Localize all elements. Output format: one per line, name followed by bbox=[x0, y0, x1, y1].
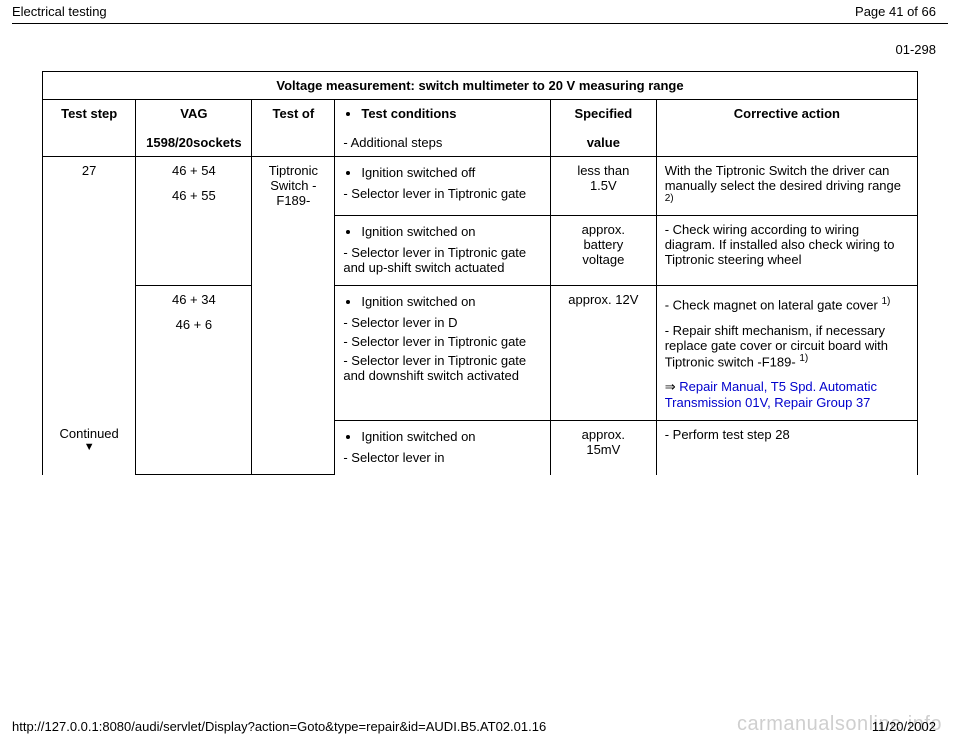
col-test-step: Test step bbox=[43, 100, 136, 157]
spec-r4a: approx. bbox=[559, 427, 648, 442]
col-corr: Corrective action bbox=[656, 100, 917, 157]
corr-r3-2: - Repair shift mechanism, if necessary r… bbox=[665, 323, 888, 369]
repair-manual-link[interactable]: Repair Manual, T5 Spd. Automatic Transmi… bbox=[665, 379, 877, 410]
table-title: Voltage measurement: switch multimeter t… bbox=[43, 72, 918, 100]
sockets-r1b: 46 + 55 bbox=[144, 188, 243, 203]
corr-r3-1-sup: 1) bbox=[881, 296, 890, 307]
spec-r2b: battery bbox=[559, 237, 648, 252]
test-of-c: F189- bbox=[260, 193, 326, 208]
spec-r2a: approx. bbox=[559, 222, 648, 237]
col-spec-a: Specified bbox=[550, 100, 656, 130]
cond-r1: Ignition switched off - Selector lever i… bbox=[335, 157, 551, 216]
cond-r1-bullet: Ignition switched off bbox=[361, 165, 542, 180]
cond-r4: Ignition switched on - Selector lever in bbox=[335, 420, 551, 475]
col-test-of: Test of bbox=[252, 100, 335, 157]
corr-r3-2-sup: 1) bbox=[799, 353, 808, 364]
col-vag-a: VAG bbox=[136, 100, 252, 130]
spec-r4: approx. 15mV bbox=[550, 420, 656, 475]
addl-r4: - Selector lever in bbox=[343, 450, 542, 465]
corr-r3-1: - Check magnet on lateral gate cover bbox=[665, 298, 882, 313]
corr-r1-sup: 2) bbox=[665, 193, 674, 204]
col-cond-a: Test conditions bbox=[335, 100, 551, 130]
spec-r2c: voltage bbox=[559, 252, 648, 267]
spec-r1: less than 1.5V bbox=[550, 157, 656, 216]
sockets-r3a: 46 + 34 bbox=[144, 292, 243, 307]
corr-r1: With the Tiptronic Switch the driver can… bbox=[656, 157, 917, 216]
sockets-r1: 46 + 54 46 + 55 bbox=[136, 157, 252, 286]
corr-r4: - Perform test step 28 bbox=[656, 420, 917, 475]
footer-url: http://127.0.0.1:8080/audi/servlet/Displ… bbox=[12, 719, 546, 734]
addl-r2: - Selector lever in Tiptronic gate and u… bbox=[343, 245, 542, 275]
corr-r3: - Check magnet on lateral gate cover 1) … bbox=[656, 286, 917, 421]
spec-r4b: 15mV bbox=[559, 442, 648, 457]
cond-r4-bullet: Ignition switched on bbox=[361, 429, 542, 444]
test-of-cell: Tiptronic Switch - F189- bbox=[252, 157, 335, 475]
cond-r2: Ignition switched on - Selector lever in… bbox=[335, 216, 551, 286]
cond-r2-bullet: Ignition switched on bbox=[361, 224, 542, 239]
content-area: Voltage measurement: switch multimeter t… bbox=[0, 63, 960, 475]
corr-r1-text: With the Tiptronic Switch the driver can… bbox=[665, 163, 901, 193]
continued-arrow-icon: ▼ bbox=[51, 441, 127, 453]
addl-r1: - Selector lever in Tiptronic gate bbox=[343, 186, 542, 201]
sockets-r3b: 46 + 6 bbox=[144, 317, 243, 332]
test-of-a: Tiptronic bbox=[260, 163, 326, 178]
continued-cell: Continued ▼ bbox=[43, 420, 136, 475]
spec-r1b: 1.5V bbox=[559, 178, 648, 193]
page-reference: 01-298 bbox=[0, 24, 960, 63]
addl-r3-1: - Selector lever in D bbox=[343, 315, 542, 330]
cond-r3-bullet: Ignition switched on bbox=[361, 294, 542, 309]
link-prefix: ⇒ bbox=[665, 379, 680, 394]
footer-date: 11/20/2002 bbox=[872, 719, 936, 734]
spec-r2: approx. battery voltage bbox=[550, 216, 656, 286]
addl-r3-3: - Selector lever in Tiptronic gate and d… bbox=[343, 353, 542, 383]
corr-r2: - Check wiring according to wiring diagr… bbox=[656, 216, 917, 286]
cond-r3: Ignition switched on - Selector lever in… bbox=[335, 286, 551, 421]
spec-r3: approx. 12V bbox=[550, 286, 656, 421]
voltage-table: Voltage measurement: switch multimeter t… bbox=[42, 71, 918, 475]
sockets-r1a: 46 + 54 bbox=[144, 163, 243, 178]
addl-r3-2: - Selector lever in Tiptronic gate bbox=[343, 334, 542, 349]
header-title: Electrical testing bbox=[12, 4, 107, 19]
sockets-r3: 46 + 34 46 + 6 bbox=[136, 286, 252, 475]
continued-label: Continued bbox=[51, 426, 127, 441]
col-spec-b: value bbox=[550, 129, 656, 157]
footer: http://127.0.0.1:8080/audi/servlet/Displ… bbox=[12, 719, 936, 734]
spec-r1a: less than bbox=[559, 163, 648, 178]
col-cond-bullet: Test conditions bbox=[361, 106, 542, 121]
test-step-27: 27 bbox=[43, 157, 136, 421]
header-page: Page 41 of 66 bbox=[855, 4, 936, 19]
col-cond-b: - Additional steps bbox=[335, 129, 551, 157]
test-of-b: Switch - bbox=[260, 178, 326, 193]
col-vag-b: 1598/20sockets bbox=[136, 129, 252, 157]
